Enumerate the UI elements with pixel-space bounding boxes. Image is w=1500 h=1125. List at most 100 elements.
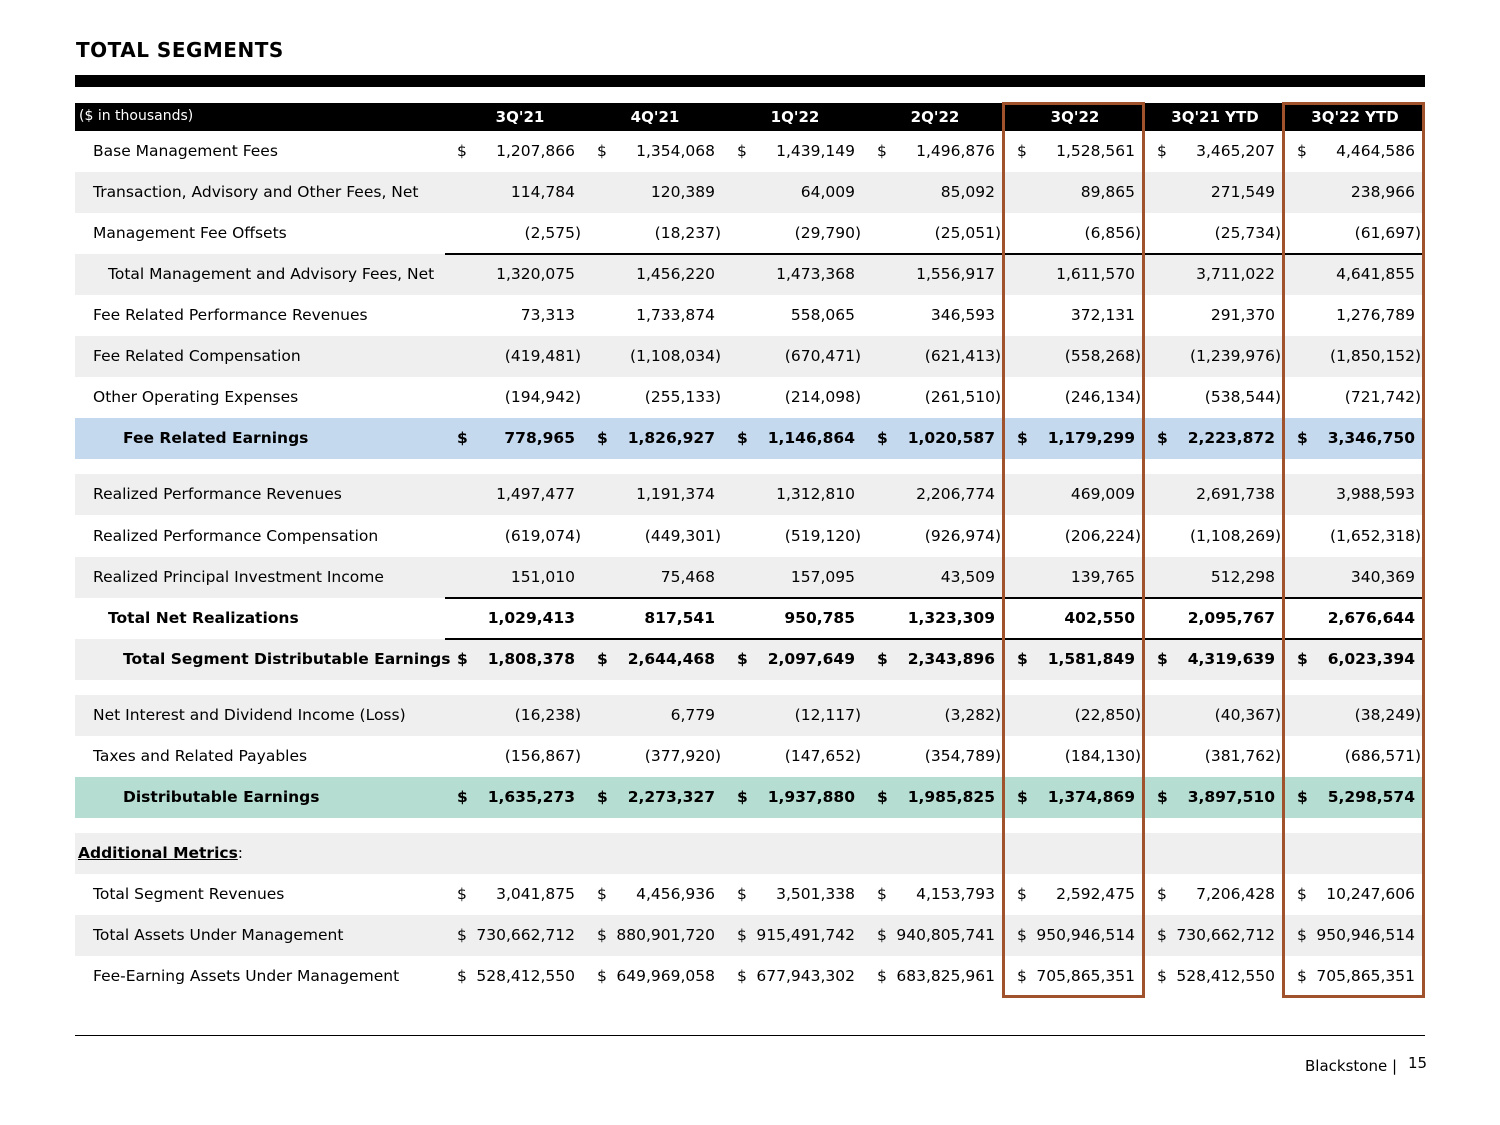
row-label: Realized Performance Revenues bbox=[93, 485, 342, 503]
subtotal-rule bbox=[445, 597, 1425, 599]
cell-value: 1,179,299 bbox=[1047, 429, 1135, 447]
cell-value: 238,966 bbox=[1350, 183, 1415, 201]
dollar-sign: $ bbox=[1297, 885, 1307, 903]
cell-value: 114,784 bbox=[510, 183, 575, 201]
cell-value: 4,319,639 bbox=[1187, 650, 1275, 668]
cell-value: (377,920) bbox=[644, 747, 721, 765]
cell-value: 1,733,874 bbox=[636, 306, 715, 324]
cell-value: 1,635,273 bbox=[487, 788, 575, 806]
dollar-sign: $ bbox=[737, 788, 748, 806]
units-label: ($ in thousands) bbox=[79, 108, 194, 124]
row-label: Total Segment Revenues bbox=[93, 885, 285, 903]
dollar-sign: $ bbox=[457, 429, 468, 447]
dollar-sign: $ bbox=[597, 885, 607, 903]
dollar-sign: $ bbox=[457, 967, 467, 985]
cell-value: 1,496,876 bbox=[916, 142, 995, 160]
cell-value: 1,985,825 bbox=[907, 788, 995, 806]
cell-value: 4,641,855 bbox=[1336, 265, 1415, 283]
dollar-sign: $ bbox=[1157, 429, 1168, 447]
table-row: Total Management and Advisory Fees, Net 1… bbox=[75, 254, 1425, 295]
cell-value: 2,273,327 bbox=[627, 788, 715, 806]
cell-value: 402,550 bbox=[1064, 609, 1135, 627]
cell-value: 512,298 bbox=[1210, 568, 1275, 586]
cell-value: 73,313 bbox=[520, 306, 575, 324]
table-row: Total Segment Distributable Earnings $1,8… bbox=[75, 639, 1425, 680]
cell-value: 3,897,510 bbox=[1187, 788, 1275, 806]
row-label: Realized Performance Compensation bbox=[93, 527, 379, 545]
row-label: Fee Related Earnings bbox=[123, 429, 309, 447]
cell-value: 75,468 bbox=[660, 568, 715, 586]
dollar-sign: $ bbox=[597, 650, 608, 668]
row-label: Fee-Earning Assets Under Management bbox=[93, 967, 400, 985]
cell-value: (558,268) bbox=[1064, 347, 1141, 365]
cell-value: 1,020,587 bbox=[907, 429, 995, 447]
dollar-sign: $ bbox=[877, 885, 887, 903]
cell-value: 157,095 bbox=[790, 568, 855, 586]
cell-value: 730,662,712 bbox=[1176, 926, 1275, 944]
cell-value: 43,509 bbox=[940, 568, 995, 586]
cell-value: (261,510) bbox=[924, 388, 1001, 406]
table-row: Transaction, Advisory and Other Fees, Ne… bbox=[75, 172, 1425, 213]
dollar-sign: $ bbox=[597, 926, 607, 944]
page-title: TOTAL SEGMENTS bbox=[76, 38, 284, 62]
cell-value: (1,239,976) bbox=[1190, 347, 1281, 365]
cell-value: 649,969,058 bbox=[616, 967, 715, 985]
dollar-sign: $ bbox=[1017, 967, 1027, 985]
dollar-sign: $ bbox=[1017, 788, 1028, 806]
row-label: Base Management Fees bbox=[93, 142, 278, 160]
cell-value: (184,130) bbox=[1064, 747, 1141, 765]
row-label: Total Assets Under Management bbox=[93, 926, 344, 944]
cell-value: 85,092 bbox=[940, 183, 995, 201]
cell-value: 705,865,351 bbox=[1036, 967, 1135, 985]
cell-value: (621,413) bbox=[924, 347, 1001, 365]
dollar-sign: $ bbox=[1297, 926, 1307, 944]
dollar-sign: $ bbox=[1017, 926, 1027, 944]
cell-value: 1,191,374 bbox=[636, 485, 715, 503]
cell-value: (538,544) bbox=[1204, 388, 1281, 406]
cell-value: 3,346,750 bbox=[1327, 429, 1415, 447]
cell-value: 6,779 bbox=[670, 706, 715, 724]
column-header: 2Q'22 bbox=[910, 108, 960, 126]
highlight-box-3q22-ytd bbox=[1282, 102, 1425, 998]
dollar-sign: $ bbox=[597, 788, 608, 806]
cell-value: 1,826,927 bbox=[627, 429, 715, 447]
table-row: Fee Related Performance Revenues 73,313 1,… bbox=[75, 295, 1425, 336]
cell-value: 950,946,514 bbox=[1036, 926, 1135, 944]
cell-value: 3,711,022 bbox=[1196, 265, 1275, 283]
table-row: Realized Performance Compensation (619,07… bbox=[75, 516, 1425, 557]
cell-value: 2,097,649 bbox=[767, 650, 855, 668]
dollar-sign: $ bbox=[1157, 967, 1167, 985]
cell-value: (29,790) bbox=[794, 224, 861, 242]
dollar-sign: $ bbox=[597, 429, 608, 447]
cell-value: 1,473,368 bbox=[776, 265, 855, 283]
cell-value: 10,247,606 bbox=[1326, 885, 1415, 903]
cell-value: 705,865,351 bbox=[1316, 967, 1415, 985]
row-label: Other Operating Expenses bbox=[93, 388, 299, 406]
cell-value: 1,320,075 bbox=[496, 265, 575, 283]
row-label: Additional Metrics: bbox=[78, 844, 244, 862]
cell-value: 1,611,570 bbox=[1056, 265, 1135, 283]
row-label: Net Interest and Dividend Income (Loss) bbox=[93, 706, 406, 724]
cell-value: 528,412,550 bbox=[476, 967, 575, 985]
cell-value: (12,117) bbox=[794, 706, 861, 724]
cell-value: 2,343,896 bbox=[907, 650, 995, 668]
cell-value: (38,249) bbox=[1354, 706, 1421, 724]
dollar-sign: $ bbox=[457, 142, 467, 160]
cell-value: 2,095,767 bbox=[1187, 609, 1275, 627]
cell-value: 950,785 bbox=[784, 609, 855, 627]
table-row: Other Operating Expenses (194,942) (255,13… bbox=[75, 377, 1425, 418]
cell-value: 2,592,475 bbox=[1056, 885, 1135, 903]
cell-value: 1,029,413 bbox=[487, 609, 575, 627]
table-row: Additional Metrics: bbox=[75, 833, 1425, 874]
dollar-sign: $ bbox=[877, 142, 887, 160]
row-label: Distributable Earnings bbox=[123, 788, 320, 806]
table-row: Total Net Realizations 1,029,413 817,541 95… bbox=[75, 598, 1425, 639]
cell-value: 4,464,586 bbox=[1336, 142, 1415, 160]
row-label: Management Fee Offsets bbox=[93, 224, 287, 242]
table-row: Realized Performance Revenues 1,497,477 1,… bbox=[75, 474, 1425, 515]
cell-value: 1,439,149 bbox=[776, 142, 855, 160]
column-header: 3Q'22 bbox=[1050, 108, 1100, 126]
table-row: Base Management Fees $1,207,866 $1,354,068… bbox=[75, 131, 1425, 172]
cell-value: 151,010 bbox=[510, 568, 575, 586]
dollar-sign: $ bbox=[1017, 650, 1028, 668]
